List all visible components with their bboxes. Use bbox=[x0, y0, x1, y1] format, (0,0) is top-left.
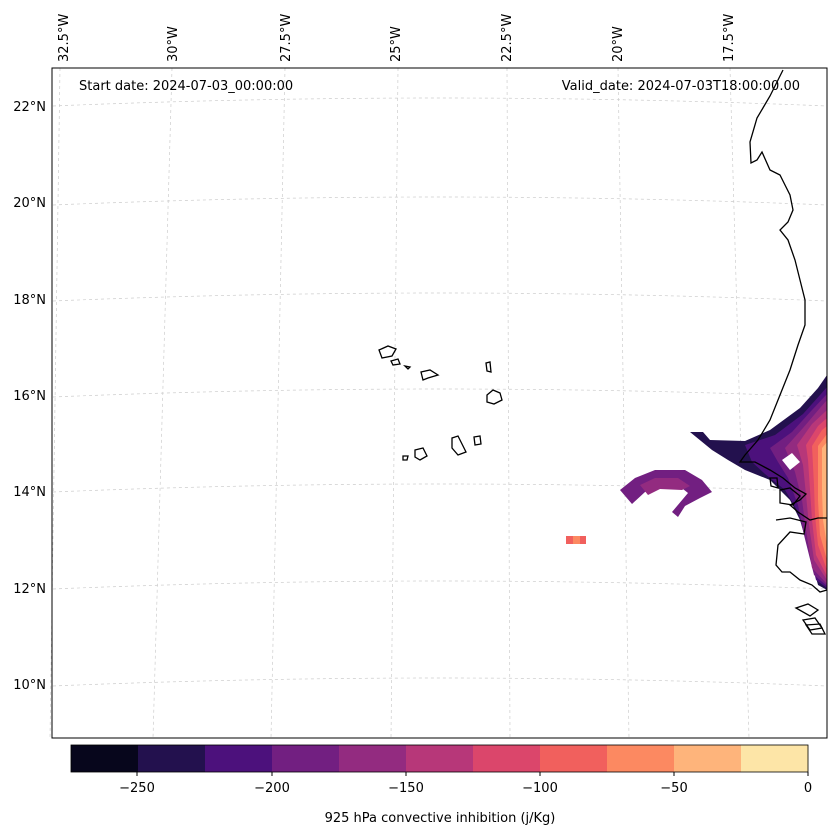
lon-label: 27.5°W bbox=[279, 14, 294, 62]
lat-label: 14°N bbox=[13, 485, 46, 500]
lat-label: 10°N bbox=[13, 678, 46, 693]
map-frame bbox=[51, 67, 828, 739]
colorbar-tick-label: −150 bbox=[388, 781, 424, 796]
colorbar-segment bbox=[540, 745, 608, 772]
cin-offshore-arc bbox=[620, 470, 712, 517]
lat-label: 22°N bbox=[13, 100, 46, 115]
colorbar-ticks: −250 −200 −150 −100 −50 0 bbox=[119, 772, 812, 796]
colorbar-label: 925 hPa convective inhibition (j/Kg) bbox=[325, 811, 556, 826]
cabo-verde-islands bbox=[378, 345, 503, 461]
lon-label: 17.5°W bbox=[722, 14, 737, 62]
colorbar-segment bbox=[339, 745, 407, 772]
colorbar-tick-label: −200 bbox=[254, 781, 290, 796]
colorbar-frame bbox=[70, 744, 809, 773]
lat-label: 16°N bbox=[13, 389, 46, 404]
lat-label: 18°N bbox=[13, 293, 46, 308]
lat-labels: 22°N 20°N 18°N 16°N 14°N 12°N 10°N bbox=[13, 100, 46, 693]
graticule bbox=[49, 67, 828, 739]
colorbar-segment bbox=[741, 745, 809, 772]
colorbar-segment bbox=[406, 745, 474, 772]
colorbar-tick-label: −50 bbox=[660, 781, 687, 796]
colorbar-segment bbox=[674, 745, 742, 772]
start-date-label: Start date: 2024-07-03_00:00:00 bbox=[79, 79, 293, 94]
colorbar-segment bbox=[205, 745, 273, 772]
lon-label: 22.5°W bbox=[500, 14, 515, 62]
colorbar-segment bbox=[71, 745, 139, 772]
lon-label: 25°W bbox=[389, 26, 404, 62]
lat-label: 20°N bbox=[13, 196, 46, 211]
valid-date-label: Valid_date: 2024-07-03T18:00:00.00 bbox=[562, 79, 800, 94]
coastlines bbox=[738, 69, 828, 635]
lon-labels: 32.5°W 30°W 27.5°W 25°W 22.5°W 20°W 17.5… bbox=[57, 14, 737, 62]
colorbar bbox=[70, 744, 809, 773]
lat-label: 12°N bbox=[13, 582, 46, 597]
colorbar-tick-label: 0 bbox=[804, 781, 812, 796]
lon-label: 20°W bbox=[611, 26, 626, 62]
colorbar-segment bbox=[272, 745, 340, 772]
colorbar-tick-label: −250 bbox=[119, 781, 155, 796]
colorbar-segment bbox=[473, 745, 541, 772]
lon-label: 30°W bbox=[166, 26, 181, 62]
colorbar-tick-label: −100 bbox=[522, 781, 558, 796]
lon-label: 32.5°W bbox=[57, 14, 72, 62]
colorbar-segment bbox=[138, 745, 206, 772]
colorbar-segment bbox=[607, 745, 675, 772]
